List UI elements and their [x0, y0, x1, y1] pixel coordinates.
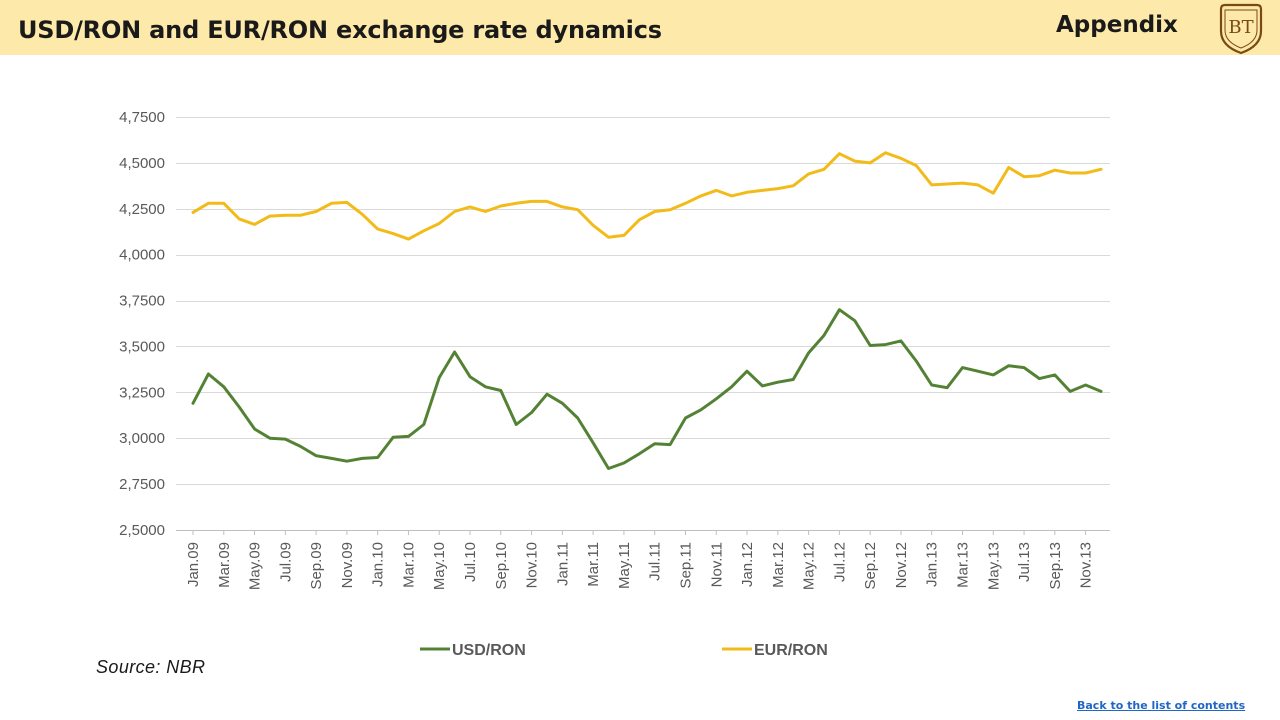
- x-tick-label: May.11: [616, 542, 633, 589]
- legend-label: EUR/RON: [754, 642, 828, 659]
- x-tick-label: Nov.13: [1078, 542, 1095, 588]
- x-tick-label: Nov.09: [339, 542, 356, 588]
- y-axis-ticks: 2,5000 2,7500 3,0000 3,2500 3,5000 3,7500 4,00…: [119, 109, 165, 539]
- y-tick-label: 3,2500: [119, 384, 165, 401]
- x-tick-label: Jan.10: [370, 542, 387, 587]
- y-tick-label: 4,0000: [119, 247, 165, 264]
- legend: USD/RON EUR/RON: [420, 642, 828, 659]
- bt-logo: BT: [1219, 3, 1263, 55]
- x-tick-label: Jul.10: [462, 542, 479, 582]
- y-tick-label: 3,5000: [119, 338, 165, 355]
- x-tick-label: Mar.09: [216, 542, 233, 588]
- exchange-rate-chart: 2,5000 2,7500 3,0000 3,2500 3,5000 3,7500 4,00…: [119, 109, 1110, 659]
- logo-text: BT: [1228, 17, 1253, 38]
- y-tick-label: 3,7500: [119, 293, 165, 310]
- page-title: USD/RON and EUR/RON exchange rate dynami…: [18, 16, 662, 44]
- x-tick-label: May.10: [431, 542, 448, 590]
- y-tick-label: 3,0000: [119, 430, 165, 447]
- gridlines: [176, 117, 1110, 531]
- back-to-contents-link[interactable]: Back to the list of contents: [1077, 699, 1246, 712]
- x-tick-label: Nov.11: [708, 542, 725, 587]
- source-note: Source: NBR: [96, 657, 206, 677]
- y-tick-label: 4,2500: [119, 201, 165, 218]
- x-tick-label: May.12: [801, 542, 818, 590]
- x-tick-label: Jan.12: [739, 542, 756, 587]
- x-tick-label: Sep.09: [308, 542, 325, 590]
- x-tick-label: Jul.12: [831, 542, 848, 582]
- header-bar: USD/RON and EUR/RON exchange rate dynami…: [0, 0, 1280, 55]
- x-tick-label: Jul.11: [647, 542, 664, 581]
- x-tick-label: Sep.13: [1047, 542, 1064, 590]
- x-tick-label: May.09: [247, 542, 264, 590]
- x-tick-label: Mar.10: [400, 542, 417, 588]
- x-tick-label: Sep.10: [493, 542, 510, 590]
- x-tick-label: Jul.09: [277, 542, 294, 582]
- x-tick-label: May.13: [985, 542, 1002, 590]
- series-lines: [191, 151, 1103, 470]
- series-line-usd-ron: [191, 308, 1103, 470]
- x-tick-label: Jan.11: [554, 542, 571, 586]
- x-tick-label: Mar.11: [585, 542, 602, 587]
- series-line-eur-ron: [191, 151, 1103, 241]
- x-tick-label: Jan.09: [185, 542, 202, 587]
- y-tick-label: 4,5000: [119, 155, 165, 172]
- x-tick-label: Mar.13: [954, 542, 971, 588]
- x-tick-label: Mar.12: [770, 542, 787, 588]
- legend-label: USD/RON: [452, 642, 526, 659]
- x-tick-label: Nov.10: [524, 542, 541, 588]
- section-label: Appendix: [1056, 12, 1178, 38]
- x-axis-ticks: Jan.09 Mar.09 May.09 Jul.09 Sep.09 Nov.09 Jan.…: [185, 530, 1095, 590]
- x-tick-label: Jul.13: [1016, 542, 1033, 582]
- x-tick-label: Sep.12: [862, 542, 879, 590]
- x-tick-label: Sep.11: [677, 542, 694, 588]
- y-tick-label: 4,7500: [119, 109, 165, 126]
- y-tick-label: 2,5000: [119, 522, 165, 539]
- x-tick-label: Nov.12: [893, 542, 910, 588]
- x-tick-label: Jan.13: [924, 542, 941, 587]
- y-tick-label: 2,7500: [119, 476, 165, 493]
